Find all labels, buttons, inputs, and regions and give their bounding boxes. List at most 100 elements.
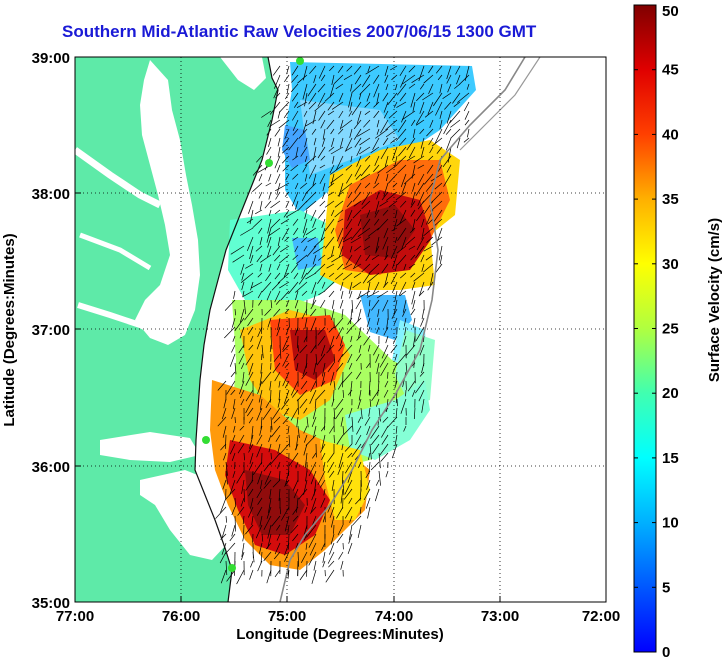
velocity-vector	[340, 281, 344, 291]
velocity-vector	[292, 254, 299, 260]
velocity-vector	[241, 551, 245, 561]
velocity-vector	[256, 506, 263, 516]
velocity-vector	[348, 533, 353, 544]
velocity-vector	[286, 209, 299, 218]
velocity-vector	[392, 182, 398, 188]
velocity-vector	[320, 299, 326, 308]
velocity-vector	[402, 335, 407, 347]
velocity-vector	[321, 371, 326, 386]
velocity-vector	[292, 119, 299, 131]
velocity-vector	[287, 569, 290, 579]
velocity-vector	[419, 371, 425, 377]
velocity-vector	[342, 389, 345, 398]
velocity-vector	[394, 380, 398, 389]
velocity-vector	[232, 470, 236, 478]
velocity-vector	[312, 254, 317, 265]
velocity-vector	[269, 452, 281, 466]
velocity-vector	[357, 227, 371, 237]
velocity-vector	[243, 488, 245, 503]
velocity-vector	[245, 263, 254, 269]
velocity-vector	[287, 524, 290, 533]
velocity-vector	[351, 101, 362, 116]
y-tick-label: 37:00	[32, 322, 70, 339]
velocity-vector	[457, 92, 470, 103]
velocity-vector	[296, 497, 299, 513]
velocity-vector	[420, 317, 425, 327]
velocity-vector	[381, 263, 389, 274]
velocity-vector	[399, 65, 407, 76]
velocity-vector	[220, 569, 227, 584]
velocity-vector	[370, 146, 380, 154]
velocity-vector	[357, 398, 362, 410]
velocity-vector	[274, 569, 281, 578]
velocity-vector	[339, 119, 344, 130]
velocity-vector	[304, 209, 308, 219]
velocity-vector	[288, 137, 299, 151]
velocity-vector	[352, 281, 362, 289]
velocity-vector	[354, 164, 362, 177]
velocity-vector	[337, 524, 344, 536]
velocity-vector	[362, 272, 371, 284]
velocity-vector	[316, 353, 326, 366]
velocity-vector	[288, 281, 299, 295]
velocity-vector	[434, 128, 443, 144]
velocity-vector	[274, 209, 281, 215]
velocity-vector	[292, 533, 299, 542]
velocity-vector	[269, 101, 281, 115]
x-tick-label: 74:00	[375, 608, 413, 625]
velocity-vector	[305, 227, 317, 236]
velocity-vector	[238, 344, 245, 354]
colorbar-tick-label: 45	[662, 62, 679, 79]
velocity-vector	[366, 209, 371, 218]
velocity-vector	[268, 137, 272, 147]
velocity-vector	[270, 200, 281, 209]
velocity-vector	[308, 101, 317, 110]
velocity-vector	[333, 74, 344, 85]
velocity-vector	[257, 290, 263, 299]
velocity-vector	[367, 272, 380, 283]
velocity-vector	[397, 164, 407, 174]
velocity-vector	[281, 398, 290, 410]
velocity-vector	[239, 389, 245, 399]
velocity-vector	[234, 515, 236, 532]
velocity-vector	[221, 407, 227, 420]
velocity-vector	[273, 83, 281, 99]
velocity-vector	[291, 110, 299, 121]
velocity-vector	[383, 326, 389, 336]
velocity-vector	[402, 110, 416, 120]
velocity-vector	[311, 569, 317, 584]
velocity-vector	[326, 344, 335, 354]
velocity-vector	[294, 281, 308, 293]
velocity-vector	[261, 344, 264, 359]
velocity-vector	[384, 74, 389, 83]
velocity-vector	[398, 146, 407, 157]
velocity-vector	[250, 497, 254, 509]
velocity-vector	[400, 398, 407, 414]
velocity-vector	[402, 299, 407, 313]
colorbar-ticks	[634, 4, 656, 653]
velocity-vector	[277, 137, 281, 147]
velocity-vector	[302, 362, 308, 377]
velocity-vector	[279, 443, 290, 455]
velocity-vector	[380, 146, 389, 160]
velocity-vector	[408, 65, 416, 73]
velocity-vector	[380, 119, 389, 134]
velocity-vector	[419, 101, 425, 114]
velocity-vector	[302, 119, 308, 133]
radar-station-marker	[296, 57, 304, 65]
velocity-vector	[260, 416, 263, 430]
velocity-vector	[272, 362, 281, 374]
velocity-vector	[236, 470, 245, 484]
velocity-vector	[382, 299, 389, 312]
velocity-vector	[356, 353, 362, 362]
velocity-vector	[300, 551, 308, 563]
velocity-vector	[301, 236, 308, 243]
velocity-vector	[329, 83, 335, 98]
velocity-vector	[328, 146, 335, 152]
velocity-vector	[434, 182, 443, 190]
velocity-vector	[321, 218, 326, 228]
velocity-vector	[234, 416, 236, 424]
velocity-vector	[384, 380, 389, 388]
velocity-vector	[410, 200, 416, 208]
velocity-vector	[242, 290, 245, 298]
